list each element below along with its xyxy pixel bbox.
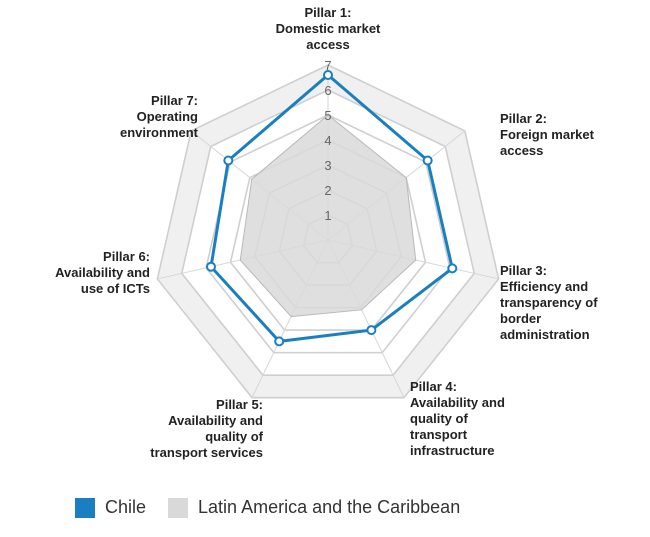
tick-label-7: 7 <box>324 58 331 73</box>
radar-series <box>206 70 458 347</box>
tick-label-6: 6 <box>324 83 331 98</box>
tick-label-1: 1 <box>324 208 331 223</box>
legend-label-lac: Latin America and the Caribbean <box>198 497 461 517</box>
point-chile-1 <box>323 70 333 80</box>
legend-item-chile: Chile <box>75 497 146 518</box>
series-area-lac <box>239 114 417 318</box>
legend-label-chile: Chile <box>105 497 147 517</box>
axis-label-pillar-5: Pillar 5: Availability and quality of trans… <box>150 397 263 460</box>
tick-label-2: 2 <box>324 183 331 198</box>
axis-label-pillar-1: Pillar 1: Domestic market access <box>276 5 381 52</box>
legend-swatch-lac <box>168 497 189 518</box>
point-chile-6 <box>206 261 217 272</box>
axis-label-pillar-6: Pillar 6: Availability and use of ICTs <box>55 249 150 296</box>
point-chile-3 <box>447 263 458 274</box>
point-chile-5 <box>274 336 285 347</box>
axis-label-pillar-4: Pillar 4: Availability and quality of trans… <box>410 379 505 458</box>
legend: Chile Latin America and the Caribbean <box>75 497 482 518</box>
point-chile-7 <box>223 155 234 166</box>
tick-label-4: 4 <box>324 133 331 148</box>
axis-label-pillar-2: Pillar 2: Foreign market access <box>500 111 595 158</box>
tick-label-3: 3 <box>324 158 331 173</box>
legend-item-lac: Latin America and the Caribbean <box>168 497 460 518</box>
legend-swatch-chile <box>75 497 95 518</box>
point-chile-2 <box>422 155 433 166</box>
axis-labels: Pillar 1: Domestic market access Pillar 2: F… <box>55 5 598 460</box>
axis-label-pillar-3: Pillar 3: Efficiency and transparency of bo… <box>500 263 598 342</box>
tick-label-5: 5 <box>324 108 331 123</box>
series-line-chile <box>209 73 454 343</box>
grid-ring-4 <box>229 139 427 331</box>
axis-label-pillar-7: Pillar 7: Operating environment <box>120 93 199 140</box>
point-chile-4 <box>366 325 377 336</box>
radial-ticks: 1 2 3 4 5 6 7 <box>324 58 331 223</box>
